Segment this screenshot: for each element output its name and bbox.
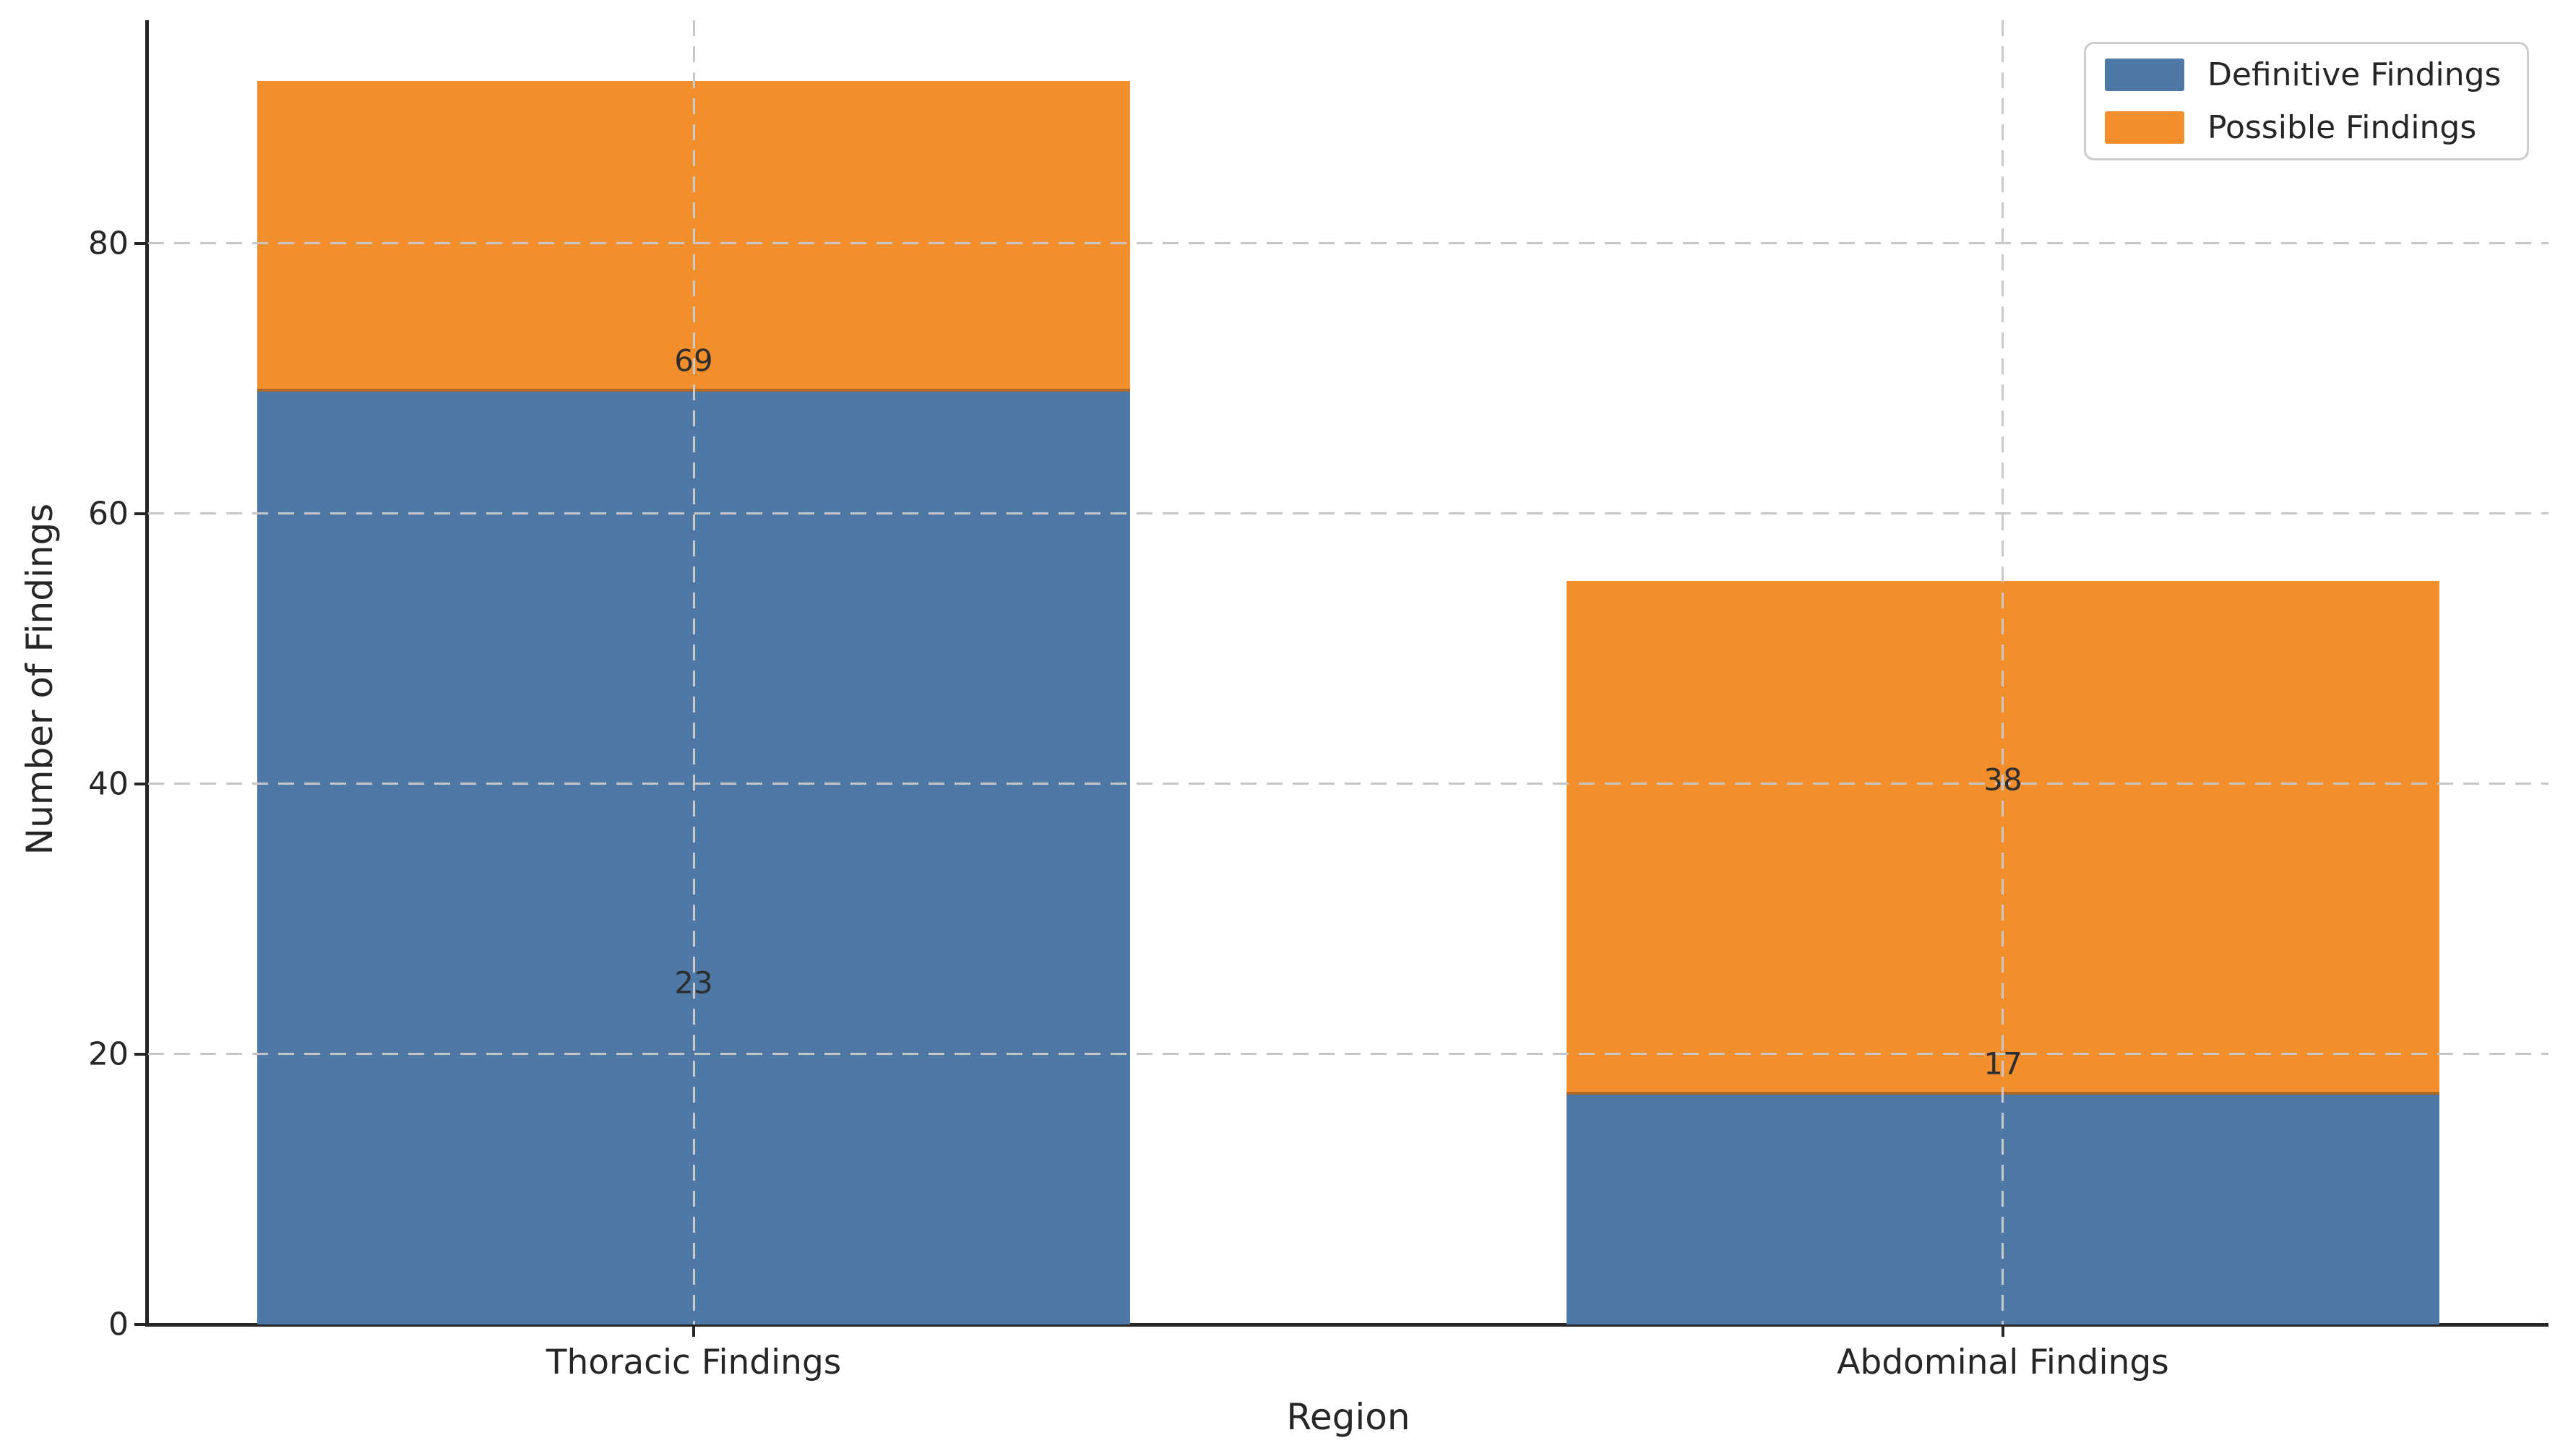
legend-item-2: Possible Findings [2105,109,2508,146]
legend: Definitive Findings Possible Findings [2084,42,2529,160]
legend-label: Possible Findings [2207,109,2477,146]
bar-value-label-thoracic-2: 23 [674,965,713,1001]
y-axis-spine [145,20,149,1327]
h-gridline-80 [148,242,2548,245]
x-tick-mark-1 [692,1324,696,1337]
y-tick-label-80: 80 [88,225,129,262]
legend-label: Definitive Findings [2207,56,2502,93]
v-gridline-1 [692,20,695,1324]
y-tick-label-60: 60 [88,495,129,533]
y-tick-mark-0 [134,1323,147,1326]
x-axis-spine [145,1323,2548,1327]
legend-swatch-icon [2105,59,2184,91]
bar-value-label-abdominal-2: 38 [1983,762,2022,798]
x-tick-label-1: Thoracic Findings [546,1343,842,1382]
y-tick-mark-20 [134,1052,147,1056]
h-gridline-20 [148,1053,2548,1056]
legend-item-1: Definitive Findings [2105,56,2508,93]
y-tick-mark-60 [134,512,147,515]
v-gridline-2 [2002,20,2004,1324]
y-axis-title: Number of Findings [19,503,61,856]
y-tick-mark-40 [134,782,147,785]
x-tick-label-2: Abdominal Findings [1837,1343,2169,1382]
h-gridline-40 [148,783,2548,785]
y-tick-label-40: 40 [88,765,129,803]
legend-swatch-icon [2105,111,2184,144]
y-tick-label-0: 0 [108,1306,129,1343]
bar-value-label-thoracic-1: 69 [674,343,713,379]
bar-value-label-abdominal-1: 17 [1983,1046,2022,1082]
h-gridline-60 [148,512,2548,515]
x-axis-title: Region [1286,1396,1410,1438]
x-tick-mark-2 [2001,1324,2004,1337]
y-tick-label-20: 20 [88,1035,129,1073]
y-tick-mark-80 [134,241,147,245]
